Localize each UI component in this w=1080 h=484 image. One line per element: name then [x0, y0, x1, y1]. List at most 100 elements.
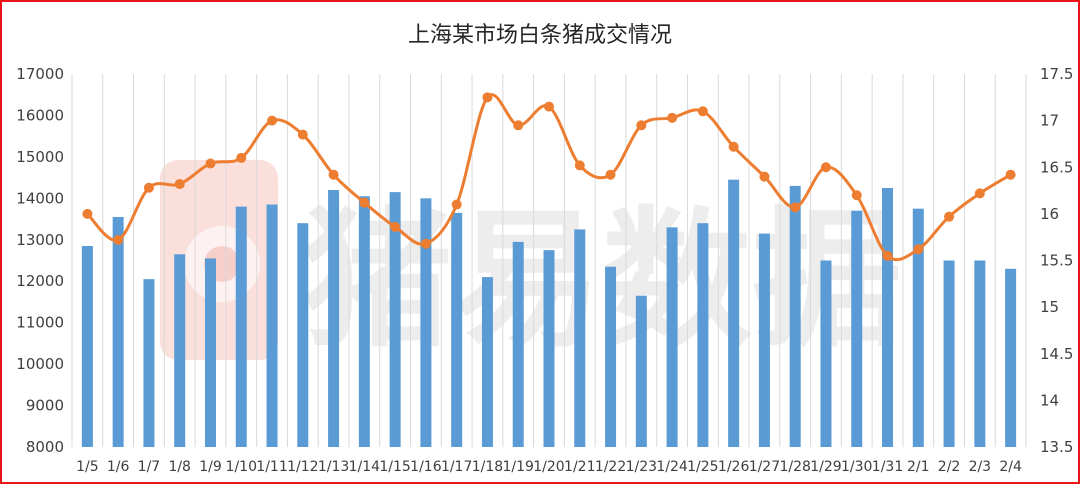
bar [789, 185, 801, 447]
bar [697, 223, 709, 447]
bar [820, 260, 832, 447]
y-right-tick-label: 13.5 [1040, 438, 1073, 456]
bar [174, 254, 186, 447]
bar [81, 245, 93, 447]
line-point [113, 234, 124, 245]
x-tick-label: 1/6 [107, 459, 130, 475]
bar [635, 295, 647, 447]
y-right-tick-label: 15.5 [1040, 252, 1073, 270]
y-left-tick-label: 9000 [26, 397, 64, 415]
line-point [359, 197, 370, 208]
x-tick-label: 1/12 [287, 459, 318, 475]
x-tick-label: 1/24 [656, 459, 688, 475]
line-point [267, 115, 278, 126]
x-tick-label: 2/1 [907, 459, 930, 475]
y-left-tick-label: 14000 [16, 189, 64, 207]
x-tick-label: 1/30 [841, 459, 872, 475]
x-tick-label: 1/29 [810, 459, 841, 475]
x-tick-label: 1/16 [410, 459, 442, 475]
x-tick-label: 1/5 [76, 459, 99, 475]
x-tick-label: 1/27 [749, 459, 780, 475]
line-point [328, 169, 339, 180]
x-tick-label: 1/9 [199, 459, 222, 475]
y-right-tick-label: 17 [1040, 112, 1059, 130]
line-point [667, 112, 678, 123]
line-point [697, 106, 708, 117]
x-tick-label: 2/4 [999, 459, 1022, 475]
x-tick-label: 1/11 [256, 459, 287, 475]
bar [204, 258, 216, 447]
bar [1005, 268, 1017, 447]
axes: 8000 9000 10000 11000 12000 13000 14000 15000 16… [16, 65, 1073, 475]
line-point [913, 244, 924, 255]
bar [574, 229, 586, 447]
bar [481, 277, 493, 447]
bar [912, 208, 924, 447]
y-left-tick-label: 12000 [16, 272, 64, 290]
bar [112, 216, 124, 447]
x-tick-label: 1/15 [379, 459, 410, 475]
line-point [944, 211, 955, 222]
x-tick-label: 1/18 [472, 459, 503, 475]
line-point [544, 101, 554, 112]
line-point [205, 158, 216, 169]
line-point [974, 188, 985, 199]
x-tick-label: 2/3 [969, 459, 992, 475]
line-point [82, 208, 93, 219]
x-tick-label: 1/26 [718, 459, 750, 475]
bar [943, 260, 955, 447]
bar [728, 179, 740, 447]
line-point [790, 202, 801, 213]
x-tick-label: 1/14 [349, 459, 381, 475]
bar [297, 223, 309, 447]
bar [420, 198, 432, 447]
bar [666, 227, 678, 447]
y-right-tick-label: 15 [1040, 298, 1059, 316]
y-right-tick-label: 16 [1040, 205, 1059, 223]
y-right-tick-label: 17.5 [1040, 65, 1073, 83]
bar [328, 190, 340, 448]
x-tick-label: 1/31 [872, 459, 903, 475]
x-tick-label: 2/2 [938, 459, 961, 475]
gridlines [71, 74, 1027, 447]
line-point [851, 190, 862, 201]
x-tick-label: 1/17 [441, 459, 472, 475]
line-point [820, 162, 831, 173]
line-point [728, 141, 739, 152]
x-tick-label: 1/23 [626, 459, 657, 475]
bar [758, 233, 770, 447]
bar-series [81, 179, 1017, 448]
x-tick-label: 1/7 [138, 459, 161, 475]
line-point [574, 160, 585, 171]
y-left-tick-label: 10000 [16, 355, 64, 373]
watermark: 猪易数据 [160, 160, 902, 368]
line-point [605, 169, 616, 180]
line-point [143, 182, 154, 193]
line-point [236, 152, 247, 163]
y-left-tick-label: 15000 [16, 148, 64, 166]
line-point [390, 221, 401, 232]
bar [512, 241, 524, 447]
line-point [482, 92, 493, 103]
y-right-tick-label: 14 [1040, 391, 1059, 409]
x-tick-label: 1/25 [687, 459, 718, 475]
y-left-tick-label: 11000 [16, 314, 64, 332]
x-tick-label: 1/19 [502, 459, 533, 475]
line-point [174, 179, 185, 190]
line-point [1005, 169, 1016, 180]
x-tick-label: 1/28 [779, 459, 810, 475]
bar [451, 212, 463, 447]
line-series [82, 92, 1016, 262]
y-left-tick-label: 16000 [16, 106, 64, 124]
x-tick-label: 1/20 [533, 459, 564, 475]
x-tick-label: 1/10 [226, 459, 257, 475]
line-point [297, 129, 308, 140]
bar [389, 192, 401, 447]
x-tick-label: 1/13 [318, 459, 349, 475]
y-right-tick-label: 14.5 [1040, 345, 1073, 363]
x-tick-label: 1/22 [595, 459, 626, 475]
line-point [636, 120, 647, 131]
bar [974, 260, 986, 447]
line-point [513, 120, 524, 131]
